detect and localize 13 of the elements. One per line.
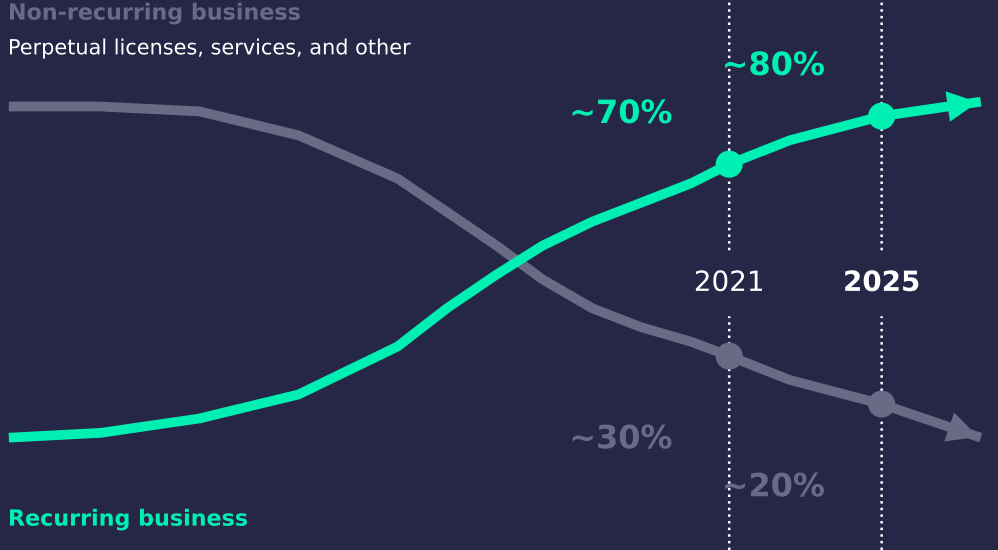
point [868,390,896,418]
data-label: ~80% [725,51,824,76]
annotation: Perpetual licenses, services, and other [10,38,411,59]
text: Non-recurring business [10,2,300,24]
point [716,150,743,178]
text: Recurring business [10,508,248,530]
x-tick-label: 2021 [696,270,762,292]
point [868,102,896,130]
point [716,342,743,370]
data-label: ~70% [572,99,672,124]
x-tick-label: 2025 [845,270,918,292]
data-label: ~20% [725,472,824,497]
data-label: ~30% [572,424,672,449]
